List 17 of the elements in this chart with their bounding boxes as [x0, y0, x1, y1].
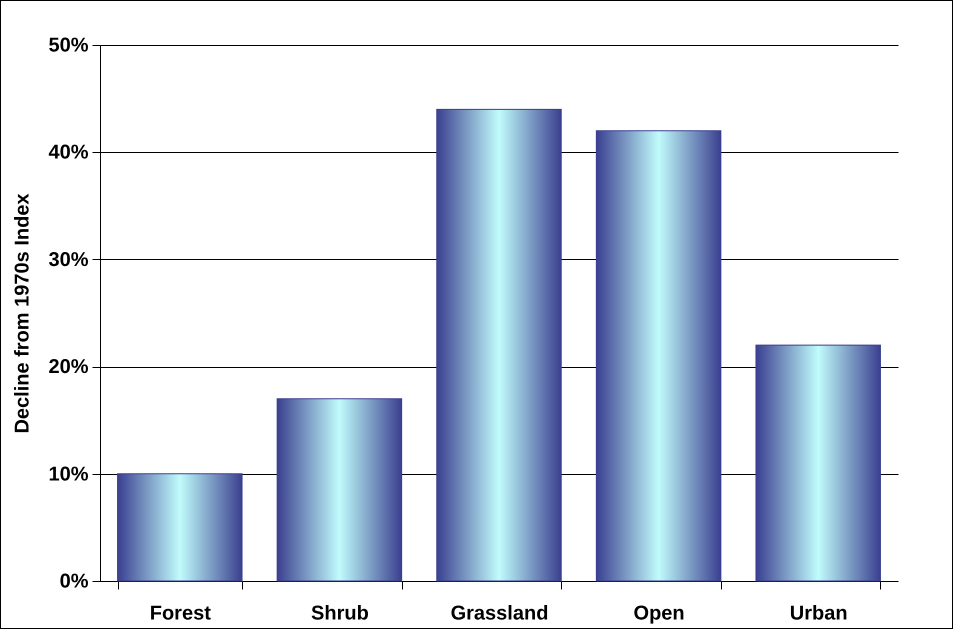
- y-tick-label: 30%: [48, 248, 89, 271]
- y-tick-label: 40%: [48, 142, 89, 164]
- bar: [117, 473, 243, 582]
- y-axis-title: Decline from 1970s Index: [11, 193, 34, 434]
- bar: [755, 344, 881, 582]
- x-tick-label: Urban: [790, 602, 848, 624]
- y-tick-label: 20%: [48, 356, 89, 378]
- y-tick-label: 0%: [60, 570, 89, 592]
- bar: [596, 130, 722, 582]
- x-tick-label: Grassland: [450, 602, 548, 624]
- bar: [436, 108, 562, 582]
- x-tick-label: Shrub: [311, 602, 369, 624]
- y-tick-label: 50%: [48, 34, 89, 56]
- x-tick-label: Open: [634, 602, 685, 624]
- y-tick-label: 10%: [48, 463, 89, 486]
- x-tick-label: Forest: [150, 602, 212, 624]
- bar: [276, 398, 402, 582]
